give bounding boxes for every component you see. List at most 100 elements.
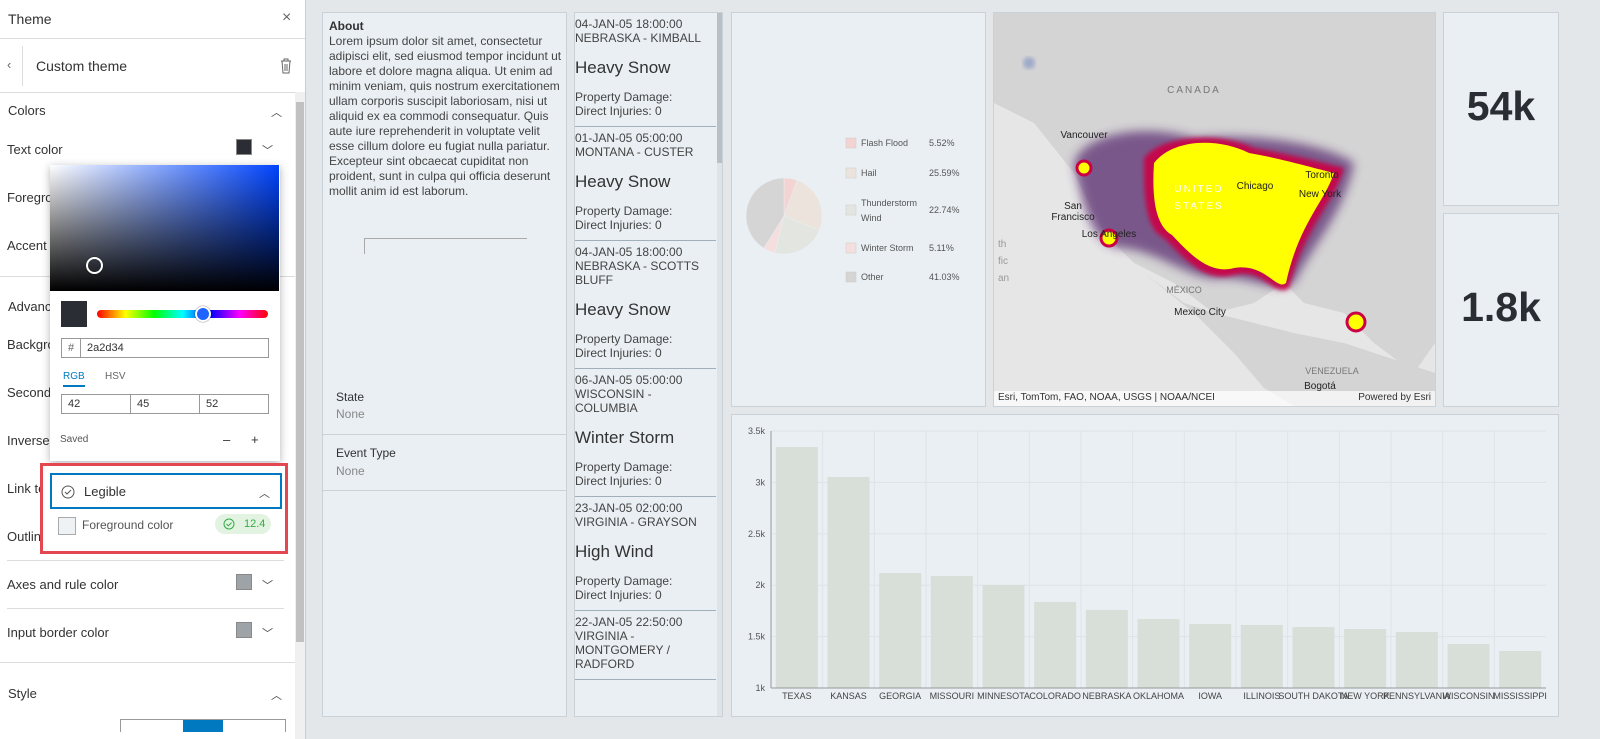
y-tick-label: 2k bbox=[755, 580, 765, 590]
channel-input[interactable]: 42 bbox=[61, 394, 131, 414]
x-tick-label: TEXAS bbox=[782, 691, 812, 701]
divider bbox=[7, 608, 284, 609]
event-damage: Property Damage: bbox=[575, 460, 673, 474]
tab[interactable]: RGB bbox=[63, 371, 85, 387]
hue-handle[interactable] bbox=[195, 306, 211, 322]
collapse-icon[interactable]: ︿ bbox=[271, 107, 282, 119]
map-label: an bbox=[998, 273, 1009, 284]
section-header[interactable]: Style bbox=[8, 686, 37, 701]
about-text: Lorem ipsum dolor sit amet, consectetur … bbox=[329, 34, 562, 198]
powered-by: Powered by Esri bbox=[1358, 392, 1431, 403]
list-item[interactable]: 04-JAN-05 18:00:00 NEBRASKA - KIMBALL Heav… bbox=[575, 13, 716, 127]
bar bbox=[1240, 624, 1283, 688]
scroll-thumb[interactable] bbox=[717, 13, 722, 163]
map-label: CANADA bbox=[1167, 85, 1221, 96]
filter-value[interactable]: None bbox=[336, 407, 365, 421]
color-swatch[interactable] bbox=[236, 574, 252, 590]
legend-value: 41.03% bbox=[929, 272, 960, 282]
scrollbar[interactable] bbox=[295, 92, 305, 739]
saved-label: Saved bbox=[60, 434, 89, 445]
bar bbox=[879, 572, 922, 688]
x-tick-label: MINNESOTA bbox=[977, 691, 1030, 701]
hue-slider[interactable] bbox=[97, 310, 268, 318]
channel-input[interactable]: 52 bbox=[199, 394, 269, 414]
bar-chart: 1k 1.5k 2k 2.5k 3k 3.5k TEXAS KANSAS GEORGIA MISS… bbox=[748, 426, 1547, 701]
close-button[interactable]: × bbox=[282, 9, 292, 26]
scroll-thumb[interactable] bbox=[296, 102, 304, 642]
event-type: Winter Storm bbox=[575, 428, 675, 447]
event-injuries: Direct Injuries: 0 bbox=[575, 588, 662, 602]
pie-slice bbox=[745, 177, 785, 249]
event-date: 23-JAN-05 02:00:00 bbox=[575, 501, 683, 515]
channel-input[interactable]: 45 bbox=[130, 394, 200, 414]
bar bbox=[775, 447, 818, 688]
bar bbox=[1344, 628, 1387, 688]
bar bbox=[1034, 601, 1077, 688]
x-tick-label: IOWA bbox=[1198, 691, 1222, 701]
list-item[interactable]: 01-JAN-05 05:00:00 MONTANA - CUSTER Heavy … bbox=[575, 127, 716, 241]
section-header[interactable]: Colors bbox=[8, 103, 46, 118]
color-swatch[interactable] bbox=[236, 622, 252, 638]
map-label: Los Angeles bbox=[1082, 229, 1137, 240]
divider bbox=[323, 490, 566, 491]
delete-button[interactable] bbox=[279, 58, 293, 74]
list-item[interactable]: 23-JAN-05 02:00:00 VIRGINIA - GRAYSON High… bbox=[575, 497, 716, 611]
map[interactable]: CANADA Vancouver UNITED STATES Chicago Toront… bbox=[994, 13, 1435, 406]
event-injuries: Direct Injuries: 0 bbox=[575, 346, 662, 360]
scrollbar[interactable] bbox=[717, 13, 722, 716]
add-button[interactable]: + bbox=[251, 432, 259, 447]
event-type: Heavy Snow bbox=[575, 58, 671, 77]
kpi-value: 54k bbox=[1466, 83, 1536, 129]
contrast-value: 12.4 bbox=[244, 518, 266, 530]
about-panel: About Lorem ipsum dolor sit amet, consec… bbox=[322, 12, 567, 717]
collapse-icon[interactable]: ︿ bbox=[271, 690, 282, 702]
list-item[interactable]: 22-JAN-05 22:50:00 VIRGINIA - MONTGOMERY … bbox=[575, 611, 716, 680]
map-label: UNITED bbox=[1174, 184, 1223, 195]
event-damage: Property Damage: bbox=[575, 332, 673, 346]
pie-slice bbox=[774, 215, 820, 255]
hash-prefix: # bbox=[61, 338, 81, 358]
map-label: San bbox=[1064, 201, 1082, 212]
theme-name: Custom theme bbox=[36, 58, 128, 74]
collapse-icon[interactable]: ︿ bbox=[259, 488, 270, 500]
event-location: VIRGINIA - GRAYSON bbox=[575, 515, 697, 529]
x-tick-label: SOUTH DAKOTA bbox=[1278, 691, 1348, 701]
back-button[interactable]: ‹ bbox=[7, 57, 12, 72]
bar bbox=[1292, 627, 1335, 688]
picker-handle[interactable] bbox=[86, 257, 103, 274]
remove-button[interactable]: – bbox=[223, 432, 231, 447]
hex-input[interactable]: 2a2d34 bbox=[80, 338, 269, 358]
map-panel: CANADA Vancouver UNITED STATES Chicago Toront… bbox=[993, 12, 1436, 407]
highlight-box: Legible ︿ Foreground color 12.4 bbox=[40, 463, 288, 554]
heat-core bbox=[1153, 142, 1334, 285]
divider bbox=[0, 38, 305, 39]
divider bbox=[22, 46, 23, 86]
tab[interactable]: HSV bbox=[105, 371, 126, 382]
color-swatch[interactable] bbox=[236, 139, 252, 155]
legend-value: 22.74% bbox=[929, 205, 960, 215]
kpi-panel: 1.8k bbox=[1443, 213, 1559, 407]
section-header[interactable]: Advanc bbox=[8, 299, 52, 314]
dropdown-icon[interactable]: ﹀ bbox=[262, 580, 273, 592]
x-tick-label: COLORADO bbox=[1029, 691, 1081, 701]
legible-header[interactable]: Legible ︿ bbox=[50, 473, 282, 509]
list-item[interactable]: 04-JAN-05 18:00:00 NEBRASKA - SCOTTS BLUF… bbox=[575, 241, 716, 369]
map-label: Toronto bbox=[1305, 170, 1339, 181]
legible-label: Legible bbox=[84, 484, 126, 499]
kpi-value: 1.8k bbox=[1461, 284, 1541, 330]
style-control[interactable] bbox=[120, 719, 286, 732]
legend-value: 5.11% bbox=[929, 243, 954, 253]
saturation-area[interactable] bbox=[50, 165, 279, 291]
event-date: 04-JAN-05 18:00:00 bbox=[575, 17, 683, 31]
bar bbox=[827, 476, 870, 688]
filter-value[interactable]: None bbox=[336, 464, 365, 478]
dropdown-icon[interactable]: ﹀ bbox=[262, 628, 273, 640]
list-item[interactable]: 06-JAN-05 05:00:00 WISCONSIN - COLUMBIA Wi… bbox=[575, 369, 716, 497]
x-tick-label: PENNSYLVANIA bbox=[1383, 691, 1451, 701]
dropdown-icon[interactable]: ﹀ bbox=[262, 145, 273, 157]
row-label: Backgro bbox=[7, 337, 55, 352]
row-label: Text color bbox=[7, 142, 63, 157]
broken-image bbox=[364, 238, 527, 254]
land bbox=[1144, 273, 1435, 406]
event-date: 22-JAN-05 22:50:00 bbox=[575, 615, 683, 629]
